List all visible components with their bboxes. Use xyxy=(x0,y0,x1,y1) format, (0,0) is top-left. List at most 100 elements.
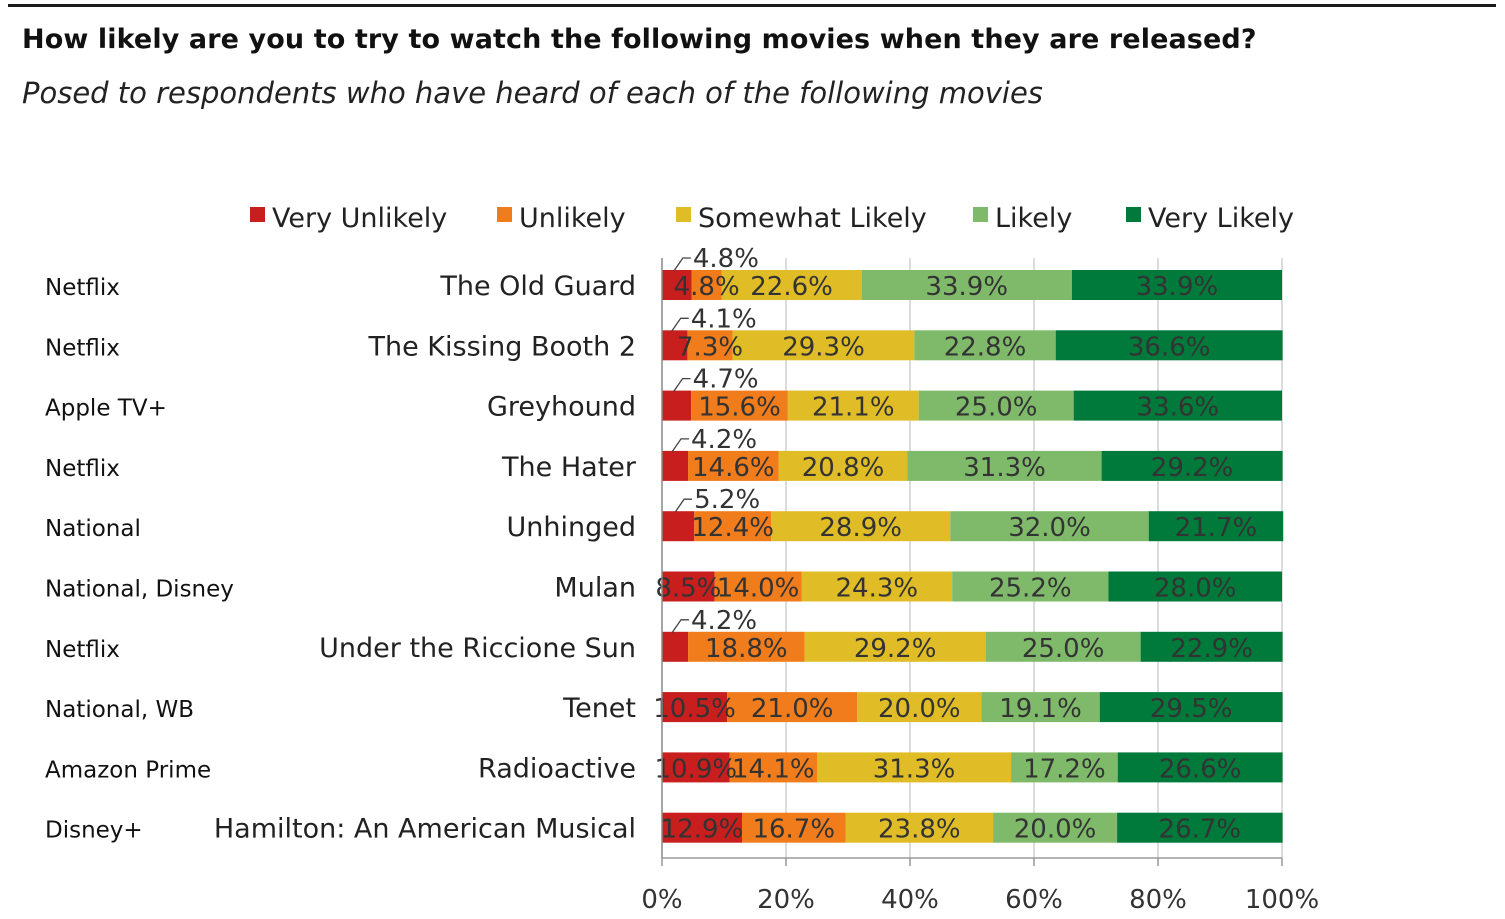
platform-label: National, Disney xyxy=(45,577,234,603)
bar-segment xyxy=(918,390,1074,421)
data-label: 33.9% xyxy=(1136,272,1219,302)
data-label: 22.8% xyxy=(944,332,1027,362)
data-label: 36.6% xyxy=(1128,332,1211,362)
category-label: Mulan xyxy=(554,573,636,604)
data-label: 5.2% xyxy=(694,485,760,515)
data-label: 26.6% xyxy=(1159,754,1242,784)
leader-line xyxy=(673,257,691,272)
data-label: 25.0% xyxy=(955,393,1038,423)
x-tick-label: 60% xyxy=(1005,885,1063,915)
bar-segment xyxy=(729,752,817,783)
data-label: 24.3% xyxy=(836,574,919,604)
bar-segment xyxy=(688,631,805,662)
category-label: Unhinged xyxy=(507,512,637,543)
data-label: 29.2% xyxy=(1151,453,1234,483)
data-label: 4.1% xyxy=(691,304,757,334)
bar-segment xyxy=(662,631,689,662)
bar-segment xyxy=(662,511,695,542)
data-label: 28.0% xyxy=(1154,574,1237,604)
bar-segment xyxy=(662,752,730,783)
data-label: 4.7% xyxy=(693,365,759,395)
bar-segment xyxy=(907,450,1102,481)
bar-segment xyxy=(727,692,858,723)
bar-segment xyxy=(1148,511,1284,542)
bar-segment xyxy=(845,812,994,843)
data-label: 29.3% xyxy=(782,332,865,362)
platform-label: Disney+ xyxy=(45,818,143,844)
data-label: 19.1% xyxy=(999,694,1082,724)
platform-label: National xyxy=(45,516,141,542)
data-label: 26.7% xyxy=(1159,815,1242,845)
bar-segment xyxy=(662,812,742,843)
bar-segment xyxy=(662,450,689,481)
bar-segment xyxy=(662,692,728,723)
bar-segment xyxy=(952,571,1109,602)
data-label: 28.9% xyxy=(819,513,902,543)
bar-segment xyxy=(694,511,772,542)
bar-segment xyxy=(861,270,1072,300)
legend-label: Very Unlikely xyxy=(272,203,447,234)
bar-segment xyxy=(914,330,1056,361)
data-label: 21.0% xyxy=(751,694,834,724)
legend-label: Somewhat Likely xyxy=(698,203,927,234)
bar-segment xyxy=(804,631,986,662)
data-label: 4.8% xyxy=(674,272,740,302)
data-label: 33.9% xyxy=(925,272,1008,302)
data-label: 21.1% xyxy=(812,393,895,423)
data-label: 23.8% xyxy=(878,815,961,845)
chart-subtitle: Posed to respondents who have heard of e… xyxy=(22,76,1043,110)
legend-label: Unlikely xyxy=(519,203,626,234)
top-rule xyxy=(8,4,1496,7)
data-label: 29.2% xyxy=(854,634,937,664)
leader-line xyxy=(671,619,690,634)
legend-label: Very Likely xyxy=(1148,203,1294,234)
data-label: 18.8% xyxy=(705,634,788,664)
platform-label: Netflix xyxy=(45,456,120,482)
x-tick-label: 0% xyxy=(641,885,682,915)
data-label: 22.6% xyxy=(750,272,833,302)
category-label: The Old Guard xyxy=(439,271,636,302)
legend-swatch xyxy=(1126,207,1141,222)
bar-segment xyxy=(662,390,692,421)
x-tick-label: 40% xyxy=(881,885,939,915)
data-label: 20.0% xyxy=(878,694,961,724)
legend-swatch xyxy=(973,207,988,222)
bar-segment xyxy=(721,270,862,300)
data-label: 10.9% xyxy=(654,754,737,784)
data-label: 29.5% xyxy=(1150,694,1233,724)
data-label: 10.5% xyxy=(653,694,736,724)
platform-label: Amazon Prime xyxy=(45,757,211,783)
data-label: 14.6% xyxy=(692,453,775,483)
category-label: Radioactive xyxy=(478,753,636,784)
bar-segment xyxy=(985,631,1141,662)
category-label: Hamilton: An American Musical xyxy=(214,814,636,845)
data-label: 33.6% xyxy=(1137,393,1220,423)
legend-swatch xyxy=(497,207,512,222)
bar-segment xyxy=(817,752,1012,783)
bar-segment xyxy=(688,450,779,481)
data-label: 20.0% xyxy=(1014,815,1097,845)
data-label: 20.8% xyxy=(802,453,885,483)
bar-segment xyxy=(787,390,919,421)
bar-segment xyxy=(1117,812,1283,843)
data-label: 12.4% xyxy=(691,513,774,543)
bar-segment xyxy=(1117,752,1283,783)
bar-segment xyxy=(1140,631,1283,662)
bar-segment xyxy=(993,812,1118,843)
platform-label: Netflix xyxy=(45,275,120,301)
category-label: Tenet xyxy=(562,693,636,724)
legend-label: Likely xyxy=(995,203,1072,234)
data-label: 17.2% xyxy=(1023,754,1106,784)
bar-segment xyxy=(1011,752,1118,783)
data-label: 25.2% xyxy=(989,574,1072,604)
platform-label: Netflix xyxy=(45,335,120,361)
category-label: The Kissing Booth 2 xyxy=(368,331,637,362)
legend-swatch xyxy=(676,207,691,222)
bar-segment xyxy=(1099,692,1283,723)
category-label: Under the Riccione Sun xyxy=(319,633,636,664)
legend-swatch xyxy=(250,207,265,222)
leader-line xyxy=(671,438,690,453)
bar-segment xyxy=(771,511,951,542)
data-label: 15.6% xyxy=(698,393,781,423)
